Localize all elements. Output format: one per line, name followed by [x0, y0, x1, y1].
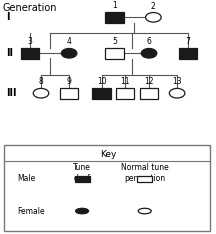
Text: 11: 11	[121, 77, 130, 86]
Text: 13: 13	[172, 77, 182, 86]
Text: III: III	[6, 88, 17, 98]
Text: I: I	[6, 12, 10, 22]
Bar	[60, 88, 78, 99]
Bar	[105, 12, 124, 23]
Text: 1: 1	[112, 1, 117, 10]
Circle shape	[61, 48, 77, 58]
Text: 2: 2	[151, 1, 156, 11]
Text: 12: 12	[144, 77, 154, 86]
Bar	[179, 48, 197, 59]
Circle shape	[76, 208, 89, 214]
Bar	[21, 48, 39, 59]
Text: 7: 7	[186, 37, 190, 46]
Text: 8: 8	[39, 77, 43, 86]
Text: Female: Female	[17, 207, 45, 216]
Bar	[75, 176, 90, 182]
Bar	[105, 48, 124, 59]
Text: 4: 4	[67, 37, 71, 47]
Circle shape	[169, 88, 185, 98]
Bar	[137, 176, 152, 182]
Circle shape	[138, 208, 151, 214]
Text: II: II	[6, 48, 13, 58]
Text: 6: 6	[147, 37, 151, 47]
Bar	[92, 88, 111, 99]
Text: 3: 3	[28, 37, 33, 46]
Text: Tune
deaf: Tune deaf	[73, 163, 91, 183]
Text: Normal tune
perception: Normal tune perception	[121, 163, 169, 183]
Text: Generation: Generation	[2, 3, 57, 13]
Text: 10: 10	[97, 77, 106, 86]
Text: 5: 5	[112, 37, 117, 46]
Circle shape	[141, 48, 157, 58]
Bar	[140, 88, 158, 99]
Text: Male: Male	[17, 174, 35, 183]
Text: 9: 9	[67, 77, 71, 86]
FancyBboxPatch shape	[4, 145, 210, 231]
Text: Key: Key	[100, 150, 116, 158]
Circle shape	[33, 88, 49, 98]
Bar	[116, 88, 134, 99]
Circle shape	[146, 12, 161, 22]
